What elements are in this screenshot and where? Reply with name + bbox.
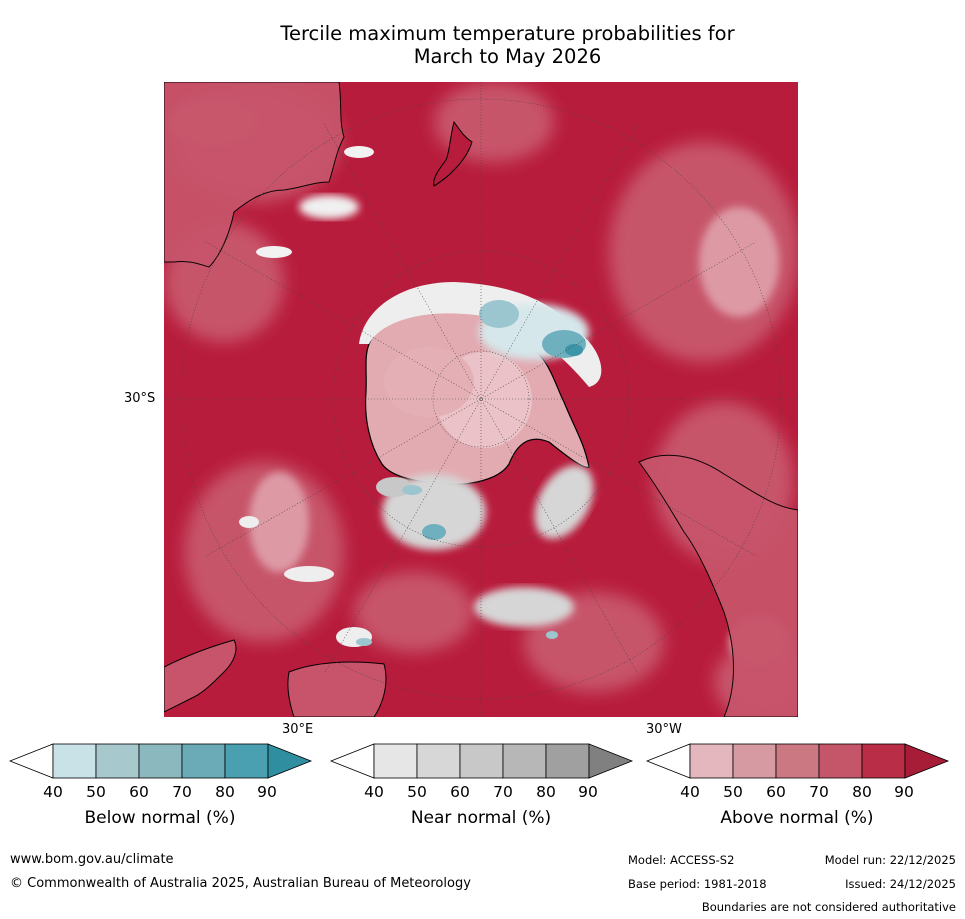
- longitude-label-west: 30°W: [646, 722, 682, 737]
- colorbar-low-extension: [8, 743, 54, 779]
- colorbar-below-normal-title: Below normal (%): [84, 808, 236, 828]
- madagascar-coast: [287, 661, 387, 717]
- tick-label: 90: [894, 783, 914, 801]
- title-line-1: Tercile maximum temperature probabilitie…: [280, 22, 735, 45]
- tick-label: 80: [852, 783, 872, 801]
- colorbar-segment: [818, 743, 863, 779]
- footer-model: Model: ACCESS-S2: [628, 853, 735, 867]
- colorbar-segment: [502, 743, 547, 779]
- tick-label: 50: [723, 783, 743, 801]
- colorbar-segment: [545, 743, 590, 779]
- footer-base-period: Base period: 1981-2018: [628, 877, 767, 891]
- colorbar-high-extension: [904, 743, 950, 779]
- colorbar-above-normal-title: Above normal (%): [720, 808, 874, 828]
- tick-label: 90: [578, 783, 598, 801]
- colorbar-segment: [416, 743, 461, 779]
- colorbar-above-normal: [645, 742, 950, 779]
- africa-coast: [164, 639, 237, 713]
- colorbar-below-normal: [8, 742, 313, 779]
- south-america-coast: [638, 454, 798, 717]
- tick-label: 40: [680, 783, 700, 801]
- graticule: [164, 82, 798, 717]
- tick-label: 70: [809, 783, 829, 801]
- probability-map: [164, 82, 798, 717]
- tick-label: 80: [215, 783, 235, 801]
- australia-coast: [164, 82, 345, 268]
- footer-model-run: Model run: 22/12/2025: [824, 853, 956, 867]
- latitude-label: 30°S: [124, 391, 156, 406]
- colorbar-low-extension: [645, 743, 691, 779]
- colorbar-segment: [224, 743, 269, 779]
- near-normal-zones: [239, 146, 594, 647]
- footer-url: www.bom.gov.au/climate: [10, 852, 174, 867]
- colorbar-segment: [95, 743, 140, 779]
- footer-copyright: © Commonwealth of Australia 2025, Austra…: [10, 876, 471, 891]
- colorbar-low-extension: [329, 743, 375, 779]
- colorbar-segment: [373, 743, 418, 779]
- colorbar-segment: [689, 743, 734, 779]
- tick-label: 90: [257, 783, 277, 801]
- tick-label: 50: [86, 783, 106, 801]
- below-normal-zones: [356, 300, 589, 646]
- chart-title: Tercile maximum temperature probabilitie…: [165, 22, 850, 68]
- tick-label: 80: [536, 783, 556, 801]
- colorbar-segment: [732, 743, 777, 779]
- colorbar-near-normal: [329, 742, 634, 779]
- tick-label: 60: [766, 783, 786, 801]
- colorbar-near-normal-title: Near normal (%): [410, 808, 552, 828]
- colorbar-high-extension: [267, 743, 313, 779]
- colorbar-segment: [138, 743, 183, 779]
- new-zealand-coast: [433, 120, 473, 187]
- tick-label: 60: [129, 783, 149, 801]
- map-svg: [164, 82, 798, 717]
- tick-label: 70: [493, 783, 513, 801]
- colorbar-segment: [181, 743, 226, 779]
- colorbar-segment: [861, 743, 906, 779]
- colorbar-segment: [52, 743, 97, 779]
- east-antarctica-shading: [384, 347, 474, 417]
- tick-label: 60: [450, 783, 470, 801]
- colorbar-segment: [775, 743, 820, 779]
- longitude-label-east: 30°E: [282, 722, 314, 737]
- title-line-2: March to May 2026: [413, 45, 602, 68]
- tick-label: 40: [43, 783, 63, 801]
- footer-disclaimer: Boundaries are not considered authoritat…: [701, 900, 956, 914]
- tick-label: 40: [364, 783, 384, 801]
- colorbar-segment: [459, 743, 504, 779]
- footer-issued: Issued: 24/12/2025: [845, 877, 956, 891]
- colorbar-high-extension: [588, 743, 634, 779]
- tick-label: 50: [407, 783, 427, 801]
- tick-label: 70: [172, 783, 192, 801]
